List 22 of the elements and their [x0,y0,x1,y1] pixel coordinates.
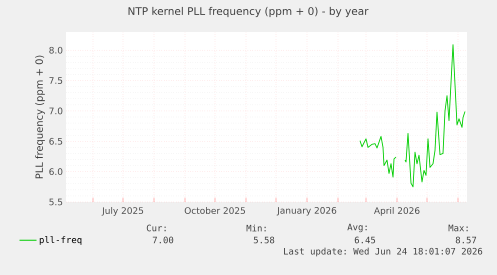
x-tick-label: January 2026 [276,207,336,216]
text: 6.45 [354,236,376,244]
x-tick-label: April 2026 [374,207,420,216]
y-tick-label: 6.5 [49,138,62,145]
y-axis-title: PLL frequency (ppm + 0) [35,56,45,178]
y-tick-label: 7.5 [49,77,62,84]
text: Max: [448,224,468,232]
y-tick-label: 5.5 [49,198,62,206]
text: Avg: [347,224,367,232]
chart-title: NTP kernel PLL frequency (ppm + 0) - by year [128,6,368,18]
x-tick-label: October 2025 [184,207,245,214]
text: 7.00 [152,236,174,244]
y-tick-label: 8.0 [49,46,62,54]
text: Last update: Wed Jun 24 18:01:07 2026 [284,248,482,256]
text: Min: [246,224,266,232]
text: 5.58 [254,236,274,244]
text: 8.57 [456,236,476,244]
y-tick-label: 7.0 [49,108,62,114]
text: Cur: [146,224,166,232]
legend-label: pll-freq [40,236,82,245]
y-tick-label: 6.0 [49,168,62,176]
x-tick-label: July 2025 [102,207,144,216]
